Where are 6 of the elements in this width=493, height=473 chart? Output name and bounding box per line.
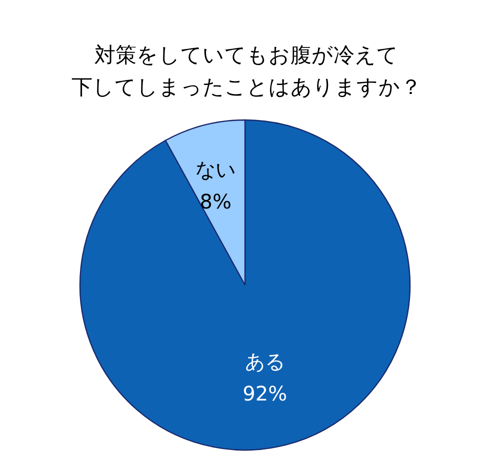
slice-label: ある bbox=[244, 349, 285, 374]
chart-title: 対策をしていてもお腹が冷えて下してしまったことはありますか？ bbox=[72, 43, 422, 99]
slice-label: ない bbox=[196, 158, 236, 182]
data-label: 92% bbox=[242, 381, 288, 406]
pie-slice bbox=[80, 119, 411, 450]
data-label: 8% bbox=[200, 190, 232, 214]
